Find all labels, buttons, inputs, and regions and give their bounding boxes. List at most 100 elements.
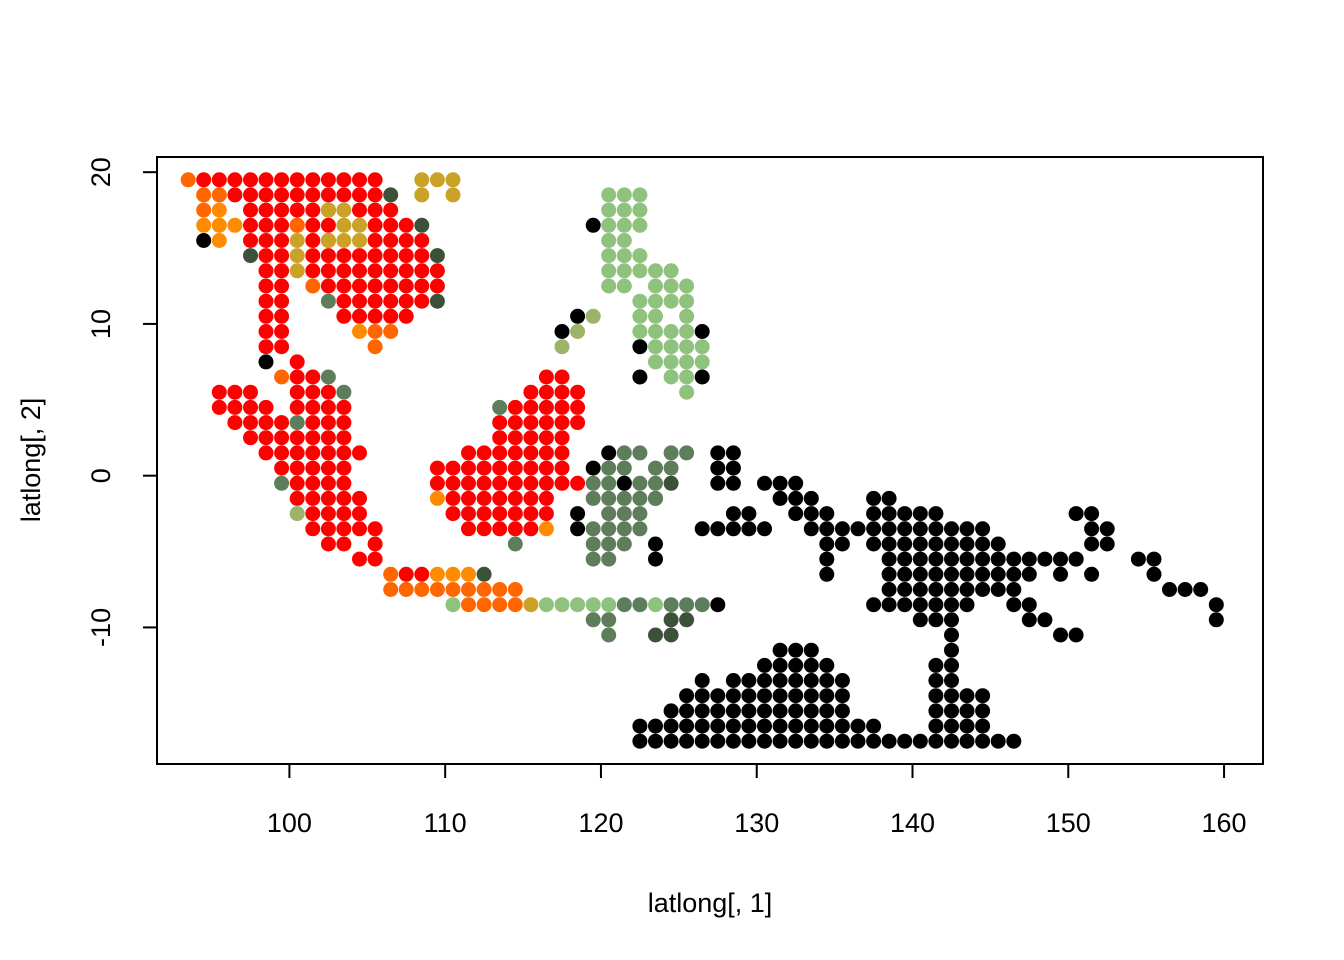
data-point-red [352, 293, 367, 309]
data-point-black [897, 536, 913, 552]
data-point-darkgreen [243, 248, 258, 264]
data-point-black [803, 733, 819, 749]
data-point-black [648, 718, 663, 734]
data-point-orange [383, 324, 399, 339]
data-point-red [492, 490, 508, 506]
data-point-black [694, 324, 710, 339]
data-point-red [398, 293, 414, 309]
data-point-black [788, 703, 804, 719]
data-point-black [928, 566, 944, 582]
data-point-gold [352, 217, 367, 233]
data-point-black [928, 612, 944, 628]
data-point-red [258, 233, 274, 248]
data-point-black [975, 733, 991, 749]
x-axis: 100 110 120 130 140 150 160 [267, 763, 1247, 838]
data-point-red [367, 293, 383, 309]
data-point-black [944, 673, 959, 688]
data-point-red [352, 308, 367, 324]
data-point-black [725, 445, 741, 461]
data-point-lightgreen [648, 308, 663, 324]
data-point-black [975, 566, 991, 582]
data-point-amber [196, 217, 212, 233]
data-point-red [476, 475, 492, 491]
data-point-black [694, 688, 710, 704]
data-point-red [523, 399, 539, 415]
data-point-black [757, 657, 772, 673]
data-point-black [1006, 582, 1022, 597]
data-point-lightgreen [601, 217, 617, 233]
data-point-black [788, 490, 804, 506]
data-point-lightgreen [663, 369, 679, 385]
data-point-red [320, 399, 336, 415]
data-point-red [538, 369, 554, 385]
data-point-red [336, 521, 352, 537]
data-point-red [538, 460, 554, 476]
data-point-red [476, 445, 492, 461]
data-point-red [274, 430, 290, 446]
data-point-red [445, 460, 461, 476]
data-point-black [725, 733, 741, 749]
data-point-lightgreen [601, 278, 617, 294]
data-point-red [492, 415, 508, 431]
data-point-lightgreen [694, 354, 710, 370]
data-point-red [554, 399, 570, 415]
data-point-red [336, 399, 352, 415]
data-point-black [710, 688, 726, 704]
data-point-lightgreen [616, 263, 632, 279]
y-tick-label: 20 [86, 157, 116, 187]
data-point-black [990, 551, 1006, 567]
data-point-orange [507, 597, 523, 613]
data-point-black [772, 642, 788, 658]
data-point-red [274, 263, 290, 279]
data-point-red [398, 233, 414, 248]
data-point-orange [383, 566, 399, 582]
data-point-sagegreen [601, 551, 617, 567]
data-point-red [538, 506, 554, 522]
data-point-black [819, 733, 835, 749]
data-point-sagegreen [648, 490, 663, 506]
data-point-red [258, 172, 274, 188]
data-point-orange [476, 582, 492, 597]
data-point-black [741, 703, 757, 719]
data-point-black [725, 460, 741, 476]
data-point-black [803, 490, 819, 506]
data-point-sagegreen [616, 536, 632, 552]
data-point-sagegreen [320, 293, 336, 309]
data-point-red [336, 278, 352, 294]
data-point-lightgreen [632, 293, 648, 309]
data-point-black [912, 582, 928, 597]
data-point-sagegreen [679, 597, 695, 613]
data-point-sagegreen [601, 506, 617, 522]
data-point-black [819, 657, 835, 673]
x-tick-label: 100 [267, 808, 312, 838]
data-point-darkgreen [679, 612, 695, 628]
data-point-gold [414, 172, 430, 188]
data-point-black [757, 733, 772, 749]
data-point-black [959, 703, 975, 719]
data-point-black [772, 475, 788, 491]
data-point-black [1068, 551, 1084, 567]
data-point-red [258, 399, 274, 415]
data-point-red [305, 172, 321, 188]
data-point-red [570, 475, 586, 491]
data-point-black [819, 566, 835, 582]
data-point-red [305, 384, 321, 400]
data-point-black [912, 521, 928, 537]
data-point-black [850, 733, 866, 749]
data-point-lightgreen [554, 597, 570, 613]
data-point-sagegreen [601, 627, 617, 643]
data-point-lightgreen [632, 248, 648, 264]
data-point-black [990, 582, 1006, 597]
data-point-red [523, 506, 539, 522]
data-point-black [803, 673, 819, 688]
data-point-black [258, 354, 274, 370]
data-point-lightgreen [679, 384, 695, 400]
data-point-red [352, 278, 367, 294]
data-point-red [570, 399, 586, 415]
data-point-sagegreen [585, 475, 601, 491]
data-point-lightgreen [616, 233, 632, 248]
data-point-black [975, 536, 991, 552]
data-point-black [1037, 612, 1053, 628]
data-point-red [352, 445, 367, 461]
data-point-black [1068, 506, 1084, 522]
